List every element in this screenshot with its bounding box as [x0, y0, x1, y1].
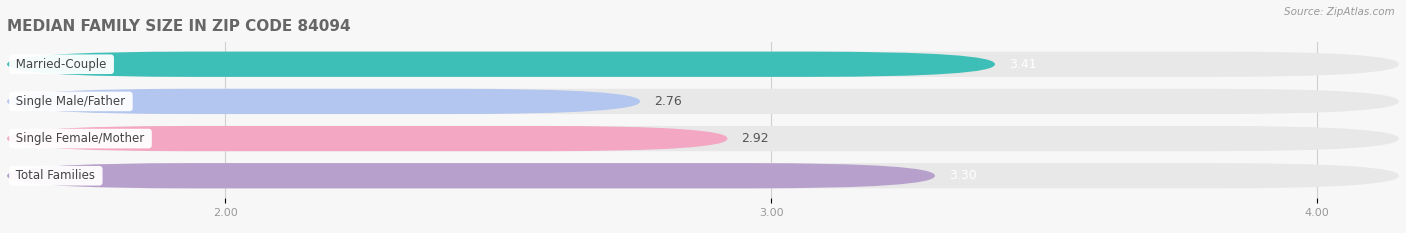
- FancyBboxPatch shape: [7, 89, 640, 114]
- FancyBboxPatch shape: [7, 126, 727, 151]
- Text: Single Male/Father: Single Male/Father: [13, 95, 129, 108]
- Text: Married-Couple: Married-Couple: [13, 58, 111, 71]
- FancyBboxPatch shape: [7, 51, 1399, 77]
- FancyBboxPatch shape: [7, 163, 935, 188]
- Text: Single Female/Mother: Single Female/Mother: [13, 132, 149, 145]
- FancyBboxPatch shape: [7, 89, 1399, 114]
- Text: 2.92: 2.92: [741, 132, 769, 145]
- Text: Source: ZipAtlas.com: Source: ZipAtlas.com: [1284, 7, 1395, 17]
- Text: 2.76: 2.76: [654, 95, 682, 108]
- Text: Total Families: Total Families: [13, 169, 100, 182]
- FancyBboxPatch shape: [7, 126, 1399, 151]
- Text: MEDIAN FAMILY SIZE IN ZIP CODE 84094: MEDIAN FAMILY SIZE IN ZIP CODE 84094: [7, 19, 350, 34]
- Text: 3.30: 3.30: [949, 169, 976, 182]
- FancyBboxPatch shape: [7, 51, 995, 77]
- Text: 3.41: 3.41: [1008, 58, 1036, 71]
- FancyBboxPatch shape: [7, 163, 1399, 188]
